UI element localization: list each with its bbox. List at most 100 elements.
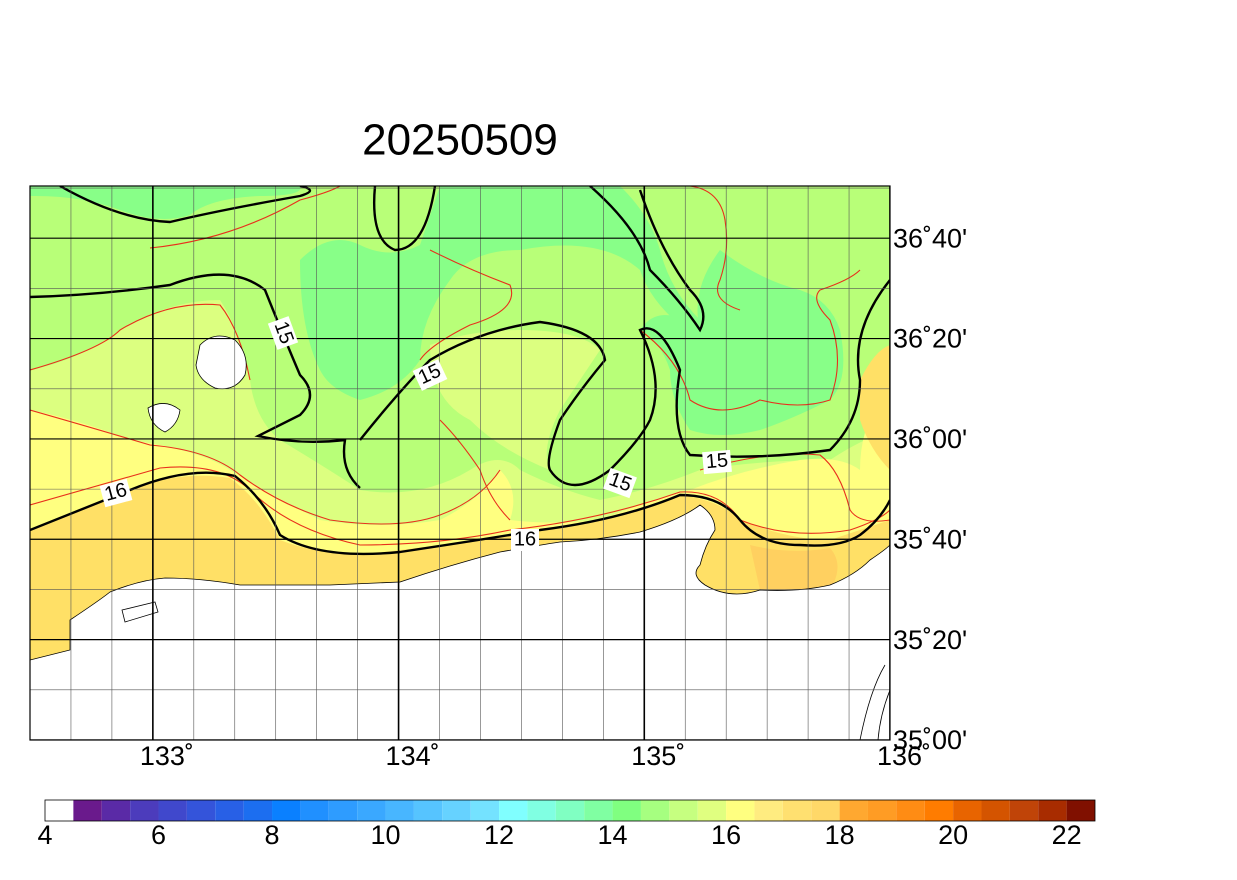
colorbar-swatch — [981, 800, 1010, 821]
colorbar-tick-label: 18 — [825, 820, 855, 850]
colorbar-swatch — [1009, 800, 1039, 821]
contour-line — [639, 269, 861, 411]
map-area — [30, 186, 890, 740]
contour-label-text: 16 — [514, 528, 536, 550]
colorbar-tick-label: 4 — [37, 820, 52, 850]
contour-line — [439, 419, 511, 521]
colorbar-swatch — [811, 800, 840, 821]
colorbar-swatch — [158, 800, 187, 821]
y-tick-label: 36˚00' — [893, 424, 967, 454]
y-tick-label: 36˚40' — [893, 223, 967, 253]
colorbar-tick-label: 10 — [371, 820, 401, 850]
contour-label-text: 15 — [705, 449, 729, 473]
contour-label: 15 — [702, 449, 732, 475]
colorbar-swatch — [1038, 800, 1067, 821]
colorbar-swatch — [442, 800, 471, 821]
colorbar-swatch — [470, 800, 500, 821]
colorbar-tick-label: 14 — [598, 820, 628, 850]
colorbar-frame — [44, 799, 1096, 822]
colorbar-swatch — [896, 800, 925, 821]
y-tick-label: 35˚00' — [893, 725, 967, 755]
label-box — [702, 449, 732, 475]
contour-line — [30, 466, 890, 546]
colorbar-tick-label: 6 — [151, 820, 166, 850]
contour-label: 16 — [99, 478, 133, 508]
contour-line — [30, 303, 251, 381]
x-tick-label: 135˚ — [631, 741, 685, 771]
label-box — [99, 478, 133, 508]
colorbar: 4 6 8 10 12 14 16 18 20 22 — [37, 799, 1096, 850]
colorbar-swatch — [839, 800, 868, 821]
x-tick-label: 134˚ — [386, 741, 440, 771]
contour-line — [30, 471, 741, 556]
colorbar-swatch — [73, 800, 102, 821]
colorbar-swatch — [867, 800, 897, 821]
colorbar-swatch — [697, 800, 727, 821]
label-box — [412, 359, 448, 391]
grid — [30, 186, 890, 740]
label-box — [267, 316, 299, 350]
colorbar-swatch — [130, 800, 159, 821]
coastline — [859, 664, 890, 740]
colorbar-swatch — [527, 800, 556, 821]
contour-minor — [30, 186, 890, 546]
island — [195, 335, 247, 390]
contour-label: 16 — [511, 528, 539, 551]
colorbar-swatch — [499, 800, 528, 821]
colorbar-swatch — [413, 800, 443, 821]
sst-region — [750, 545, 838, 590]
contour-line — [589, 186, 705, 333]
y-tick-label: 36˚20' — [893, 324, 967, 354]
label-box — [603, 467, 637, 499]
map-title: 20250509 — [362, 116, 558, 165]
colorbar-swatch — [300, 800, 329, 821]
contour-line — [739, 499, 890, 547]
colorbar-swatch — [782, 800, 812, 821]
colorbar-swatch — [924, 800, 954, 821]
colorbar-swatch — [186, 800, 216, 821]
contour-labels: 15 15 15 15 16 16 — [99, 316, 732, 551]
colorbar-swatch — [555, 800, 585, 821]
colorbar-swatch — [584, 800, 613, 821]
colorbar-swatch — [669, 800, 698, 821]
colorbar-tick-label: 12 — [484, 820, 514, 850]
colorbar-swatch — [243, 800, 273, 821]
colorbar-swatch — [640, 800, 670, 821]
label-box — [511, 529, 539, 551]
colorbar-swatch — [754, 800, 783, 821]
colorbar-swatch — [612, 800, 641, 821]
map-frame — [29, 185, 891, 741]
colorbar-swatch — [726, 800, 755, 821]
colorbar-tick-label: 8 — [265, 820, 280, 850]
colorbar-swatch — [953, 800, 982, 821]
sst-region — [30, 186, 301, 219]
colorbar-swatch — [385, 800, 414, 821]
colorbar-tick-label: 16 — [711, 820, 741, 850]
sst-region — [300, 186, 701, 400]
colorbar-swatch — [357, 800, 386, 821]
contour-line — [149, 186, 341, 249]
colorbar-swatch — [328, 800, 358, 821]
x-tick-label: 133˚ — [140, 741, 194, 771]
contour-line — [59, 186, 312, 224]
land — [30, 504, 890, 740]
axes: 133˚ 134˚ 135˚ 136˚35˚00' 35˚20' 35˚40' 36˚00'… — [140, 223, 967, 771]
sst-region — [430, 330, 600, 470]
y-tick-label: 35˚40' — [893, 524, 967, 554]
contour-line — [359, 279, 890, 487]
y-tick-label: 35˚20' — [893, 625, 967, 655]
colorbar-swatch — [45, 800, 74, 821]
colorbar-swatch — [215, 800, 244, 821]
island — [121, 601, 159, 623]
contour-major — [30, 186, 890, 556]
colorbar-swatch — [101, 800, 131, 821]
colorbar-tick-label: 20 — [938, 820, 968, 850]
x-tick-label: 136˚ — [877, 741, 931, 771]
contour-line — [699, 453, 890, 522]
contour-line — [419, 249, 513, 361]
contour-line — [373, 186, 437, 252]
contour-line — [30, 273, 361, 489]
colorbar-swatch — [1066, 800, 1095, 821]
colorbar-tick-label: 22 — [1052, 820, 1082, 850]
